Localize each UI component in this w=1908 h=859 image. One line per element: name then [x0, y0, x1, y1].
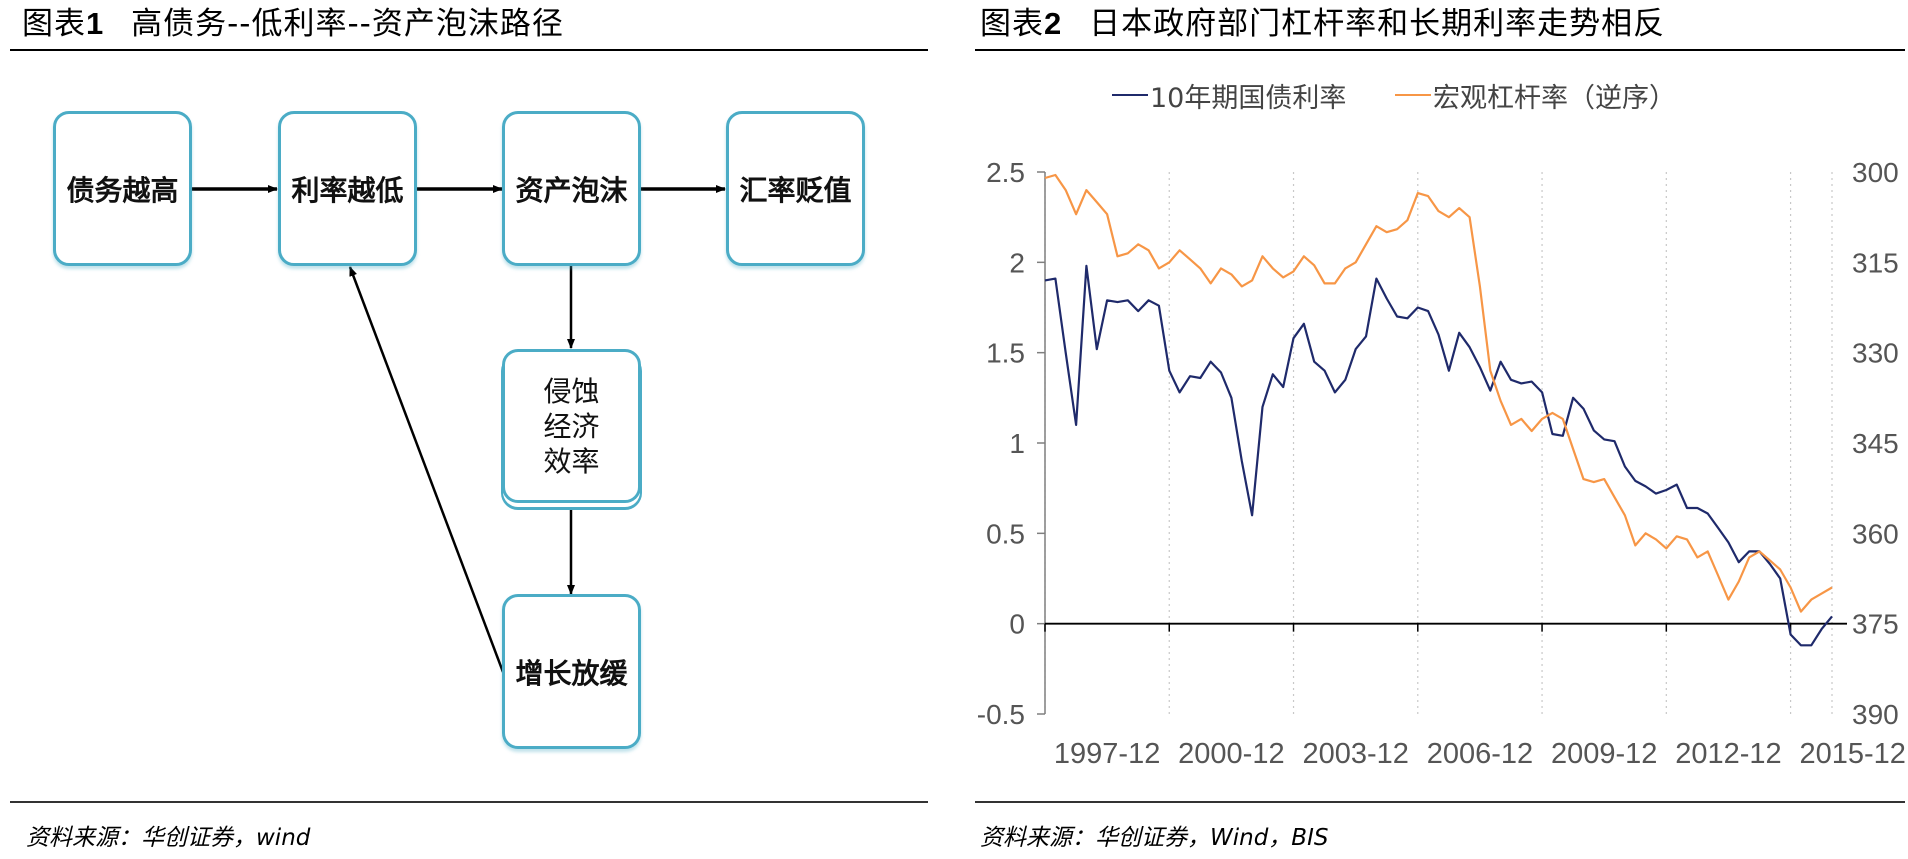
x-axis-tick-label: 2009-12: [1551, 738, 1657, 770]
right-title-number: 2: [1044, 6, 1063, 41]
legend-label-leverage: 宏观杠杆率（逆序）: [1432, 82, 1676, 114]
x-axis-tick-label: 2015-12: [1799, 738, 1905, 770]
right-axis-tick-label: 300: [1852, 157, 1899, 188]
left-axis-tick-label: 0: [1009, 609, 1025, 640]
right-footer-rule: [975, 801, 1905, 803]
right-axis-tick-label: 390: [1852, 699, 1899, 730]
node-erode-line-2: 经济: [543, 409, 600, 443]
left-panel-title: 图表1 高债务--低利率--资产泡沫路径: [22, 0, 564, 48]
right-panel-title: 图表2 日本政府部门杠杆率和长期利率走势相反: [980, 0, 1665, 48]
right-title-text: 日本政府部门杠杆率和长期利率走势相反: [1089, 6, 1666, 42]
left-source-note: 资料来源：华创证券，wind: [26, 825, 311, 851]
legend-swatch-bond-yield: [1112, 94, 1148, 96]
legend-item-leverage: 宏观杠杆率（逆序）: [1394, 76, 1676, 115]
right-axis-tick-label: 330: [1852, 338, 1899, 369]
x-axis-tick-label: 2006-12: [1427, 738, 1533, 770]
right-title-rule: [975, 49, 1905, 51]
legend-label-bond-yield: 10年期国债利率: [1150, 82, 1347, 114]
left-title-rule: [10, 49, 928, 51]
node-rate-lower: 利率越低: [278, 111, 417, 266]
node-erode-efficiency: 侵蚀 经济 效率: [502, 349, 641, 503]
node-growth-slowdown: 增长放缓: [502, 594, 641, 749]
node-erode-line-1: 侵蚀: [543, 374, 600, 408]
right-axis-tick-label: 345: [1852, 428, 1899, 459]
left-axis-tick-label: 0.5: [986, 518, 1025, 549]
arrow-growth-to-rate: [348, 266, 505, 673]
left-footer-rule: [10, 801, 928, 803]
left-axis-tick-label: -0.5: [977, 699, 1025, 730]
left-title-number: 1: [86, 6, 105, 41]
right-axis-tick-label: 315: [1852, 247, 1899, 278]
node-fx-depreciation: 汇率贬值: [726, 111, 865, 266]
legend-swatch-leverage: [1394, 94, 1431, 96]
node-asset-bubble: 资产泡沫: [502, 111, 641, 266]
node-debt-higher: 债务越高: [53, 111, 192, 266]
node-erode-line-3: 效率: [543, 444, 600, 478]
left-axis-tick-label: 1.5: [986, 338, 1025, 369]
series-line-bond-yield: [1044, 264, 1833, 647]
right-title-prefix: 图表: [980, 6, 1044, 42]
series-line-leverage: [1044, 173, 1833, 613]
chart-legend: 10年期国债利率 宏观杠杆率（逆序）: [1112, 72, 1716, 115]
right-axis-tick-label: 360: [1852, 518, 1899, 549]
x-axis-tick-label: 2012-12: [1675, 738, 1781, 770]
flow-diagram: 债务越高 利率越低 资产泡沫 汇率贬值 侵蚀 经济 效率 增长放缓: [0, 0, 930, 800]
legend-item-bond-yield: 10年期国债利率: [1112, 76, 1346, 115]
left-axis-tick-label: 2: [1009, 247, 1025, 278]
left-axis-tick-label: 1: [1009, 428, 1025, 459]
left-axis-tick-label: 2.5: [986, 157, 1025, 188]
left-title-text: 高债务--低利率--资产泡沫路径: [131, 6, 564, 42]
flow-arrows: [192, 185, 726, 673]
x-axis-tick-label: 2000-12: [1178, 738, 1284, 770]
right-axis-tick-label: 375: [1852, 609, 1899, 640]
left-title-prefix: 图表: [22, 6, 86, 42]
right-source-note: 资料来源：华创证券，Wind，BIS: [980, 825, 1329, 851]
x-axis-tick-label: 2003-12: [1302, 738, 1408, 770]
x-axis-tick-label: 1997-12: [1054, 738, 1160, 770]
